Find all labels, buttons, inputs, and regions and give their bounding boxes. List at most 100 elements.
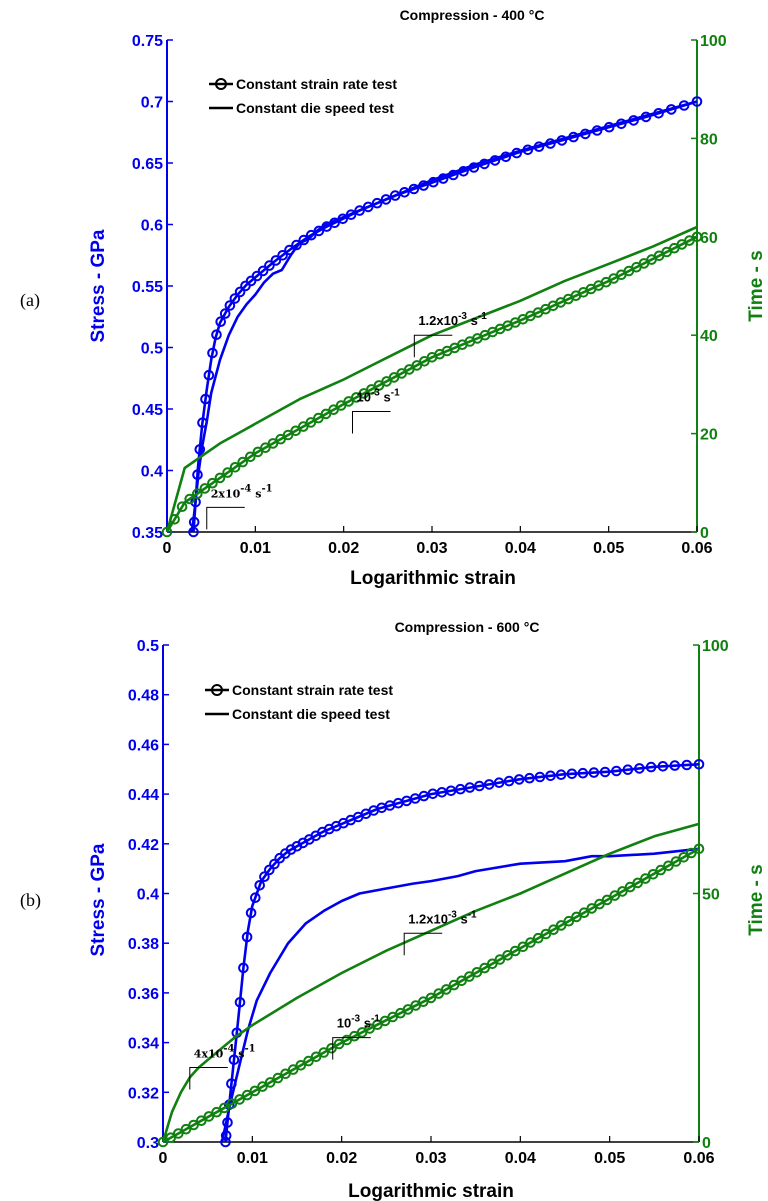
slope-triangle-a (206, 506, 245, 530)
y-axis-label-left-a: Stress - GPa (88, 229, 109, 342)
y-left-tick-label-a: 0.35 (132, 525, 163, 542)
slope-label-part: 2x10 (211, 487, 241, 500)
data-point-time-constant-strain-rate-test-b (663, 860, 674, 872)
data-point-time-constant-strain-rate-test-b (295, 1060, 307, 1071)
data-point-constant-strain-rate-test-a (215, 316, 226, 328)
slope-annotation-a: 1.2x10-3 s-1 (413, 311, 487, 358)
y-left-tick-label-b: 0.36 (128, 986, 159, 1003)
data-point-time-constant-strain-rate-test-b (494, 954, 506, 965)
data-point-time-constant-strain-rate-test-b (655, 864, 667, 876)
legend-label-die-speed-b: Constant die speed test (232, 706, 390, 722)
data-point-constant-strain-rate-test-a (305, 229, 317, 241)
slope-annotation-b: 4x10-4 s-1 (189, 1043, 256, 1090)
panel-label-b: (b) (20, 890, 41, 911)
data-point-constant-strain-rate-test-b (259, 871, 270, 883)
y-left-tick-label-b: 0.46 (128, 737, 159, 754)
data-point-constant-strain-rate-test-b (241, 931, 253, 943)
data-point-constant-strain-rate-test-a (380, 194, 392, 205)
data-point-time-constant-strain-rate-test-b (180, 1123, 192, 1135)
data-point-time-constant-strain-rate-test-b (173, 1128, 184, 1139)
x-tick-label-a: 0.04 (505, 540, 536, 557)
data-point-time-constant-strain-rate-test-b (433, 988, 445, 999)
data-point-constant-strain-rate-test-a (229, 293, 241, 304)
x-tick-label-a: 0.06 (681, 540, 712, 557)
series-line-time-constant-die-speed-test-b (161, 822, 700, 1143)
data-point-constant-strain-rate-test-a (194, 444, 206, 455)
data-point-constant-strain-rate-test-b (577, 767, 589, 779)
data-point-time-constant-strain-rate-test-b (219, 1102, 230, 1114)
data-point-constant-strain-rate-test-b (534, 771, 546, 783)
slope-label-part: -4 (223, 1043, 234, 1054)
data-point-constant-strain-rate-test-a (270, 255, 282, 266)
data-point-constant-strain-rate-test-b (566, 768, 578, 780)
data-point-time-constant-strain-rate-test-a (282, 429, 294, 441)
slope-label-part: -3 (448, 909, 457, 920)
data-point-time-constant-strain-rate-test-b (532, 932, 544, 944)
data-point-time-constant-strain-rate-test-b (456, 975, 467, 987)
slope-label-part: -1 (244, 1043, 255, 1054)
data-point-time-constant-strain-rate-test-b (310, 1051, 322, 1063)
x-tick-label-b: 0.03 (415, 1150, 446, 1167)
panel-label-a: (a) (20, 290, 40, 311)
data-point-constant-strain-rate-test-a (224, 300, 236, 311)
data-point-constant-strain-rate-test-b (693, 759, 705, 770)
data-point-constant-strain-rate-test-b (245, 907, 257, 919)
data-point-time-constant-strain-rate-test-b (326, 1043, 337, 1054)
data-point-time-constant-strain-rate-test-b (640, 873, 651, 884)
slope-annotation-b: 10-3 s-1 (332, 1014, 380, 1060)
series-line-time-constant-die-speed-test-a (165, 225, 698, 533)
data-point-time-constant-strain-rate-test-a (229, 462, 241, 473)
series-line-constant-die-speed-test-a (190, 100, 698, 533)
data-point-constant-strain-rate-test-a (203, 369, 215, 381)
data-point-time-constant-strain-rate-test-b (594, 898, 605, 910)
data-point-time-constant-strain-rate-test-b (464, 971, 475, 982)
data-point-constant-strain-rate-test-a (354, 205, 365, 216)
x-tick-label-a: 0.02 (328, 540, 359, 557)
data-point-constant-strain-rate-test-b (513, 774, 525, 785)
data-point-constant-strain-rate-test-a (371, 197, 383, 209)
data-point-constant-strain-rate-test-a (257, 265, 269, 277)
data-point-time-constant-strain-rate-test-b (487, 958, 498, 970)
data-point-time-constant-strain-rate-test-b (647, 869, 659, 880)
legend-label-strain-rate-b: Constant strain rate test (232, 682, 393, 698)
y-left-tick-label-b: 0.38 (128, 936, 159, 953)
y-left-tick-label-a: 0.45 (132, 402, 163, 419)
data-point-time-constant-strain-rate-test-a (305, 417, 317, 428)
y-left-tick-label-a: 0.5 (141, 341, 163, 358)
series-line-constant-strain-rate-test-b (224, 763, 700, 1143)
slope-label-part: -3 (458, 311, 467, 322)
data-point-constant-strain-rate-test-b (254, 880, 266, 891)
slope-label-part: -1 (261, 483, 272, 494)
data-point-time-constant-strain-rate-test-a (214, 472, 226, 484)
data-point-time-constant-strain-rate-test-b (303, 1055, 314, 1067)
data-point-constant-strain-rate-test-b (599, 766, 611, 778)
data-point-time-constant-strain-rate-test-b (441, 984, 452, 995)
slope-label-part: 1.2x10 (418, 313, 458, 328)
data-point-constant-strain-rate-test-a (389, 190, 401, 201)
data-point-time-constant-strain-rate-test-a (184, 493, 195, 505)
x-tick-label-b: 0.05 (594, 1150, 625, 1167)
data-point-constant-strain-rate-test-b (493, 777, 505, 789)
data-point-constant-strain-rate-test-a (362, 201, 374, 213)
x-tick-label-b: 0.02 (326, 1150, 357, 1167)
x-tick-label-a: 0.03 (416, 540, 447, 557)
slope-label-a: 10-3 s-1 (357, 387, 401, 404)
data-point-constant-strain-rate-test-b (234, 997, 246, 1008)
data-point-time-constant-strain-rate-test-b (165, 1132, 176, 1143)
data-point-time-constant-strain-rate-test-a (267, 438, 279, 449)
data-point-constant-strain-rate-test-b (503, 775, 515, 787)
data-point-time-constant-strain-rate-test-a (237, 456, 248, 468)
data-point-constant-strain-rate-test-b (269, 858, 280, 870)
data-point-constant-strain-rate-test-a (234, 286, 246, 298)
data-point-time-constant-strain-rate-test-a (207, 477, 218, 489)
slope-label-part: s (238, 1047, 244, 1060)
data-point-time-constant-strain-rate-test-b (632, 877, 644, 889)
slope-label-a: 1.2x10-3 s-1 (418, 311, 487, 328)
y-right-tick-label-b: 50 (702, 887, 720, 904)
slope-annotation-a: 10-3 s-1 (352, 387, 401, 434)
x-tick-label-b: 0.01 (237, 1150, 268, 1167)
panel-a: (a) Compression - 400 °C Logarithmic str… (20, 7, 767, 589)
data-point-constant-strain-rate-test-b (264, 864, 275, 876)
y-right-tick-label-a: 40 (700, 328, 718, 345)
